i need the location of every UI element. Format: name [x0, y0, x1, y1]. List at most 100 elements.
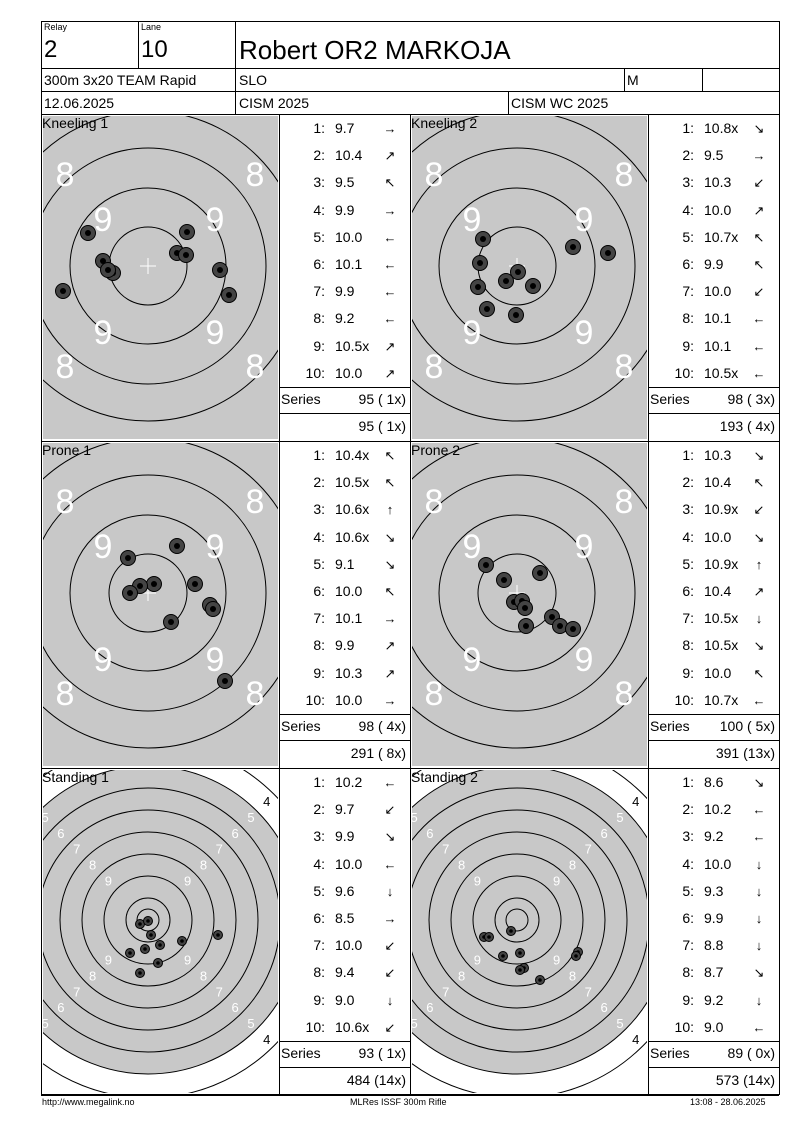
- shot-direction-arrow-icon: ↖: [753, 665, 765, 681]
- ring-label-5: 5: [412, 1016, 418, 1031]
- shot-number: 8:: [682, 964, 694, 981]
- shot-row: 10: 9.0 ←: [649, 1014, 779, 1041]
- relay-value: 2: [44, 36, 58, 63]
- shot-number: 2:: [313, 474, 325, 491]
- ring-label-8: 8: [425, 675, 444, 713]
- shot-number: 3:: [313, 501, 325, 518]
- ring-label-9: 9: [463, 201, 482, 239]
- shot-row: 3: 10.6x ↑: [280, 496, 410, 523]
- shot-number: 7:: [313, 283, 325, 300]
- shot-value: 10.0: [704, 855, 732, 872]
- ring-label-8: 8: [246, 483, 265, 521]
- shot-row: 10: 10.0 →: [280, 687, 410, 714]
- shot-row: 1: 10.2 ←: [280, 769, 410, 796]
- shot-row: 1: 10.3 ↘: [649, 442, 779, 469]
- shot-row: 8: 9.4 ↙: [280, 959, 410, 986]
- panel-title: Kneeling 1: [42, 115, 109, 131]
- shot-number: 5:: [682, 882, 694, 899]
- shot-number: 1:: [313, 774, 325, 790]
- shot-number: 5:: [313, 228, 325, 245]
- shot-direction-arrow-icon: ←: [752, 365, 766, 381]
- ring-label-8: 8: [615, 156, 634, 194]
- date: 12.06.2025: [44, 95, 115, 111]
- ring-label-8: 8: [246, 348, 265, 386]
- shot-value: 10.1: [335, 610, 363, 627]
- shot-direction-arrow-icon: ↓: [755, 883, 763, 899]
- ring-label-5: 5: [412, 810, 418, 825]
- shot-direction-arrow-icon: ←: [752, 802, 766, 818]
- shot-number: 9:: [313, 664, 325, 681]
- ring-label-9: 9: [206, 314, 225, 352]
- shot-row: 1: 8.6 ↘: [649, 769, 779, 796]
- shot-number: 1:: [313, 447, 325, 463]
- shot-row: 2: 9.5 →: [649, 142, 779, 169]
- shot-direction-arrow-icon: ↘: [753, 775, 765, 790]
- ring-label-8: 8: [615, 675, 634, 713]
- series-label: Series: [281, 1045, 321, 1061]
- shot-direction-arrow-icon: ↓: [386, 883, 394, 899]
- shot-number: 8:: [313, 637, 325, 654]
- series-score: 93 ( 1x): [358, 1045, 406, 1061]
- ring-label-6: 6: [601, 1000, 608, 1015]
- shot-value: 9.9: [335, 828, 355, 845]
- cumulative-total: 573 (14x): [715, 1072, 775, 1088]
- shot-value: 10.9x: [704, 555, 739, 572]
- shot-number: 8:: [682, 310, 694, 327]
- competition: CISM 2025: [239, 95, 310, 111]
- shot-direction-arrow-icon: ←: [752, 1019, 766, 1035]
- footer-url[interactable]: http://www.megalink.no: [42, 1097, 135, 1107]
- shot-row: 3: 10.3 ↙: [649, 169, 779, 196]
- shot-row: 5: 9.3 ↓: [649, 878, 779, 905]
- panel-title: Prone 2: [411, 442, 461, 458]
- cumulative-total: 484 (14x): [346, 1072, 406, 1088]
- shot-row: 4: 9.9 →: [280, 197, 410, 224]
- ring-label-9: 9: [206, 528, 225, 566]
- country: SLO: [239, 72, 268, 88]
- shot-value: 10.0: [335, 855, 363, 872]
- shot-number: 7:: [313, 937, 325, 954]
- shot-value: 9.9: [335, 201, 355, 218]
- ring-label-9: 9: [474, 953, 481, 968]
- relay-label: Relay: [44, 22, 68, 32]
- ring-label-6: 6: [57, 826, 64, 841]
- ring-label-6: 6: [426, 826, 433, 841]
- lane-value: 10: [141, 36, 168, 63]
- series-score: 89 ( 0x): [727, 1045, 775, 1061]
- shot-direction-arrow-icon: ↗: [753, 584, 765, 599]
- shot-direction-arrow-icon: ↖: [384, 584, 396, 599]
- shot-row: 2: 9.7 ↙: [280, 796, 410, 823]
- shot-direction-arrow-icon: ←: [383, 775, 397, 790]
- shot-number: 6:: [313, 256, 325, 272]
- shot-value: 9.9: [335, 283, 355, 300]
- ring-label-8: 8: [569, 968, 576, 983]
- shot-number: 1:: [682, 447, 694, 463]
- cumulative-total: 193 ( 4x): [719, 418, 775, 434]
- shot-direction-arrow-icon: ↗: [384, 365, 396, 381]
- shot-direction-arrow-icon: ↑: [386, 502, 394, 518]
- shot-row: 9: 10.1 ←: [649, 333, 779, 360]
- ring-label-8: 8: [246, 675, 265, 713]
- ring-label-6: 6: [601, 826, 608, 841]
- ring-label-9: 9: [463, 314, 482, 352]
- shot-value: 9.1: [335, 555, 355, 572]
- cumulative-total: 391 (13x): [715, 745, 775, 761]
- shot-value: 9.2: [335, 310, 355, 327]
- shot-row: 7: 10.0 ↙: [280, 932, 410, 959]
- ring-label-6: 6: [57, 1000, 64, 1015]
- shot-row: 6: 10.1 ←: [280, 251, 410, 278]
- ring-label-7: 7: [73, 842, 80, 857]
- shot-direction-arrow-icon: ←: [383, 229, 397, 245]
- ring-label-5: 5: [616, 1016, 623, 1031]
- shot-value: 10.6x: [335, 528, 370, 545]
- shot-number: 3:: [682, 828, 694, 845]
- shot-number: 8:: [313, 964, 325, 981]
- shot-row: 7: 10.1 →: [280, 605, 410, 632]
- panel-title: Prone 1: [42, 442, 92, 458]
- shot-value: 10.3: [335, 664, 363, 681]
- shot-number: 3:: [682, 501, 694, 518]
- shot-direction-arrow-icon: ↓: [386, 992, 394, 1008]
- shot-row: 2: 10.2 ←: [649, 796, 779, 823]
- shot-value: 10.7x: [704, 691, 739, 708]
- shot-direction-arrow-icon: →: [383, 911, 397, 926]
- shot-row: 1: 9.7 →: [280, 115, 410, 142]
